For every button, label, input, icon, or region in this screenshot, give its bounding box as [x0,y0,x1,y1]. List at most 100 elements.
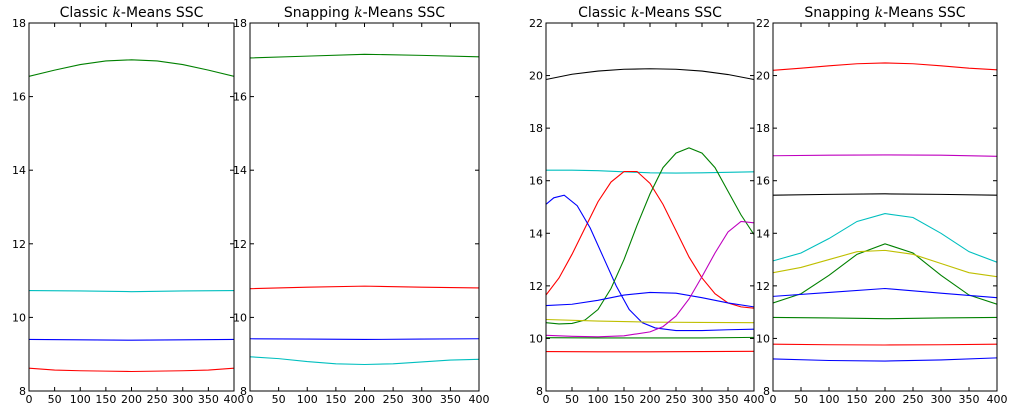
series-line-8 [546,220,754,338]
plot-frame [545,22,755,392]
y-tick-label: 12 [529,280,543,293]
series-line-2 [546,169,754,174]
x-tick-label: 0 [543,393,550,406]
y-tick-label: 16 [756,175,770,188]
x-tick-label: 200 [875,393,896,406]
series-line-1 [546,68,754,81]
chart-panel-3: 0 50 100 150 200 250 300 350 400 8 10 12 14 16 18 20 22 C… [529,5,765,406]
chart-title: Snapping k-Means SSC [804,5,965,21]
series-line-3 [250,338,479,341]
x-tick-label: 50 [565,393,579,406]
y-tick-label: 14 [233,164,247,177]
y-tick-label: 10 [529,332,543,345]
y-tick-label: 12 [233,238,247,251]
x-tick-label: 350 [198,393,219,406]
y-tick-label: 12 [12,238,26,251]
y-tick-label: 20 [529,70,543,83]
x-tick-label: 150 [614,393,635,406]
plot-frame [772,22,998,392]
x-tick-label: 400 [987,393,1008,406]
series-line-6 [546,291,754,308]
x-tick-label: 50 [272,393,286,406]
x-tick-label: 200 [121,393,142,406]
y-tick-label: 20 [756,70,770,83]
x-tick-label: 200 [640,393,661,406]
series-line-7 [546,318,754,324]
y-tick-label: 22 [529,17,543,30]
series-line-1 [29,59,234,77]
x-tick-label: 0 [247,393,254,406]
y-tick-label: 22 [756,17,770,30]
y-tick-label: 8 [240,385,247,398]
series-line-9 [546,336,754,339]
y-tick-label: 8 [763,385,770,398]
x-tick-label: 350 [440,393,461,406]
x-tick-label: 250 [147,393,168,406]
y-tick-label: 8 [536,385,543,398]
y-tick-label: 18 [233,17,247,30]
chart-panel-2: 0 50 100 150 200 250 300 350 400 8 10 12 14 16 18 Snapp… [233,5,490,406]
x-tick-label: 100 [819,393,840,406]
x-tick-label: 100 [588,393,609,406]
x-tick-label: 50 [794,393,808,406]
series-line-2 [250,285,479,290]
x-tick-label: 100 [297,393,318,406]
series-line-5 [773,243,997,305]
x-tick-label: 150 [847,393,868,406]
x-tick-label: 300 [172,393,193,406]
y-tick-label: 12 [756,280,770,293]
series-line-3 [546,170,754,309]
series-line-2 [773,154,997,157]
series-line-10 [546,350,754,353]
y-tick-label: 16 [12,91,26,104]
x-tick-label: 150 [325,393,346,406]
series-line-4 [546,194,754,332]
chart-panel-4: 0 50 100 150 200 250 300 350 400 8 10 12 14 16 18 20 22 S… [756,5,1008,406]
x-tick-label: 250 [383,393,404,406]
y-tick-label: 18 [529,122,543,135]
y-tick-label: 18 [756,122,770,135]
plot-frame [249,22,480,392]
series-line-3 [773,193,997,196]
series-line-1 [250,53,479,59]
y-tick-label: 16 [529,175,543,188]
series-line-8 [773,316,997,320]
x-tick-label: 350 [718,393,739,406]
series-line-10 [773,357,997,362]
y-tick-label: 8 [19,385,26,398]
series-line-9 [773,343,997,346]
series-line-2 [29,289,234,293]
series-line-4 [773,213,997,263]
y-tick-label: 10 [233,311,247,324]
y-tick-label: 18 [12,17,26,30]
series-line-5 [546,147,754,325]
x-tick-label: 300 [692,393,713,406]
y-tick-label: 14 [12,164,26,177]
x-tick-label: 350 [959,393,980,406]
chart-title: Snapping k-Means SSC [284,5,445,21]
series-line-4 [250,356,479,366]
x-tick-label: 0 [26,393,33,406]
x-tick-label: 400 [224,393,245,406]
x-tick-label: 400 [469,393,490,406]
x-tick-label: 50 [48,393,62,406]
x-tick-label: 100 [70,393,91,406]
x-tick-label: 250 [903,393,924,406]
y-tick-label: 10 [12,311,26,324]
x-tick-label: 0 [770,393,777,406]
y-tick-label: 14 [529,227,543,240]
series-line-1 [773,62,997,71]
series-line-4 [29,367,234,373]
y-tick-label: 10 [756,332,770,345]
series-line-3 [29,338,234,341]
x-tick-label: 200 [354,393,375,406]
x-tick-label: 300 [931,393,952,406]
x-tick-label: 300 [411,393,432,406]
series-line-6 [773,249,997,278]
y-tick-label: 16 [233,91,247,104]
chart-panel-1: 0 50 100 150 200 250 300 350 40081012141618Class… [12,5,245,406]
y-tick-label: 14 [756,227,770,240]
chart-title: Classic k-Means SSC [578,5,722,21]
